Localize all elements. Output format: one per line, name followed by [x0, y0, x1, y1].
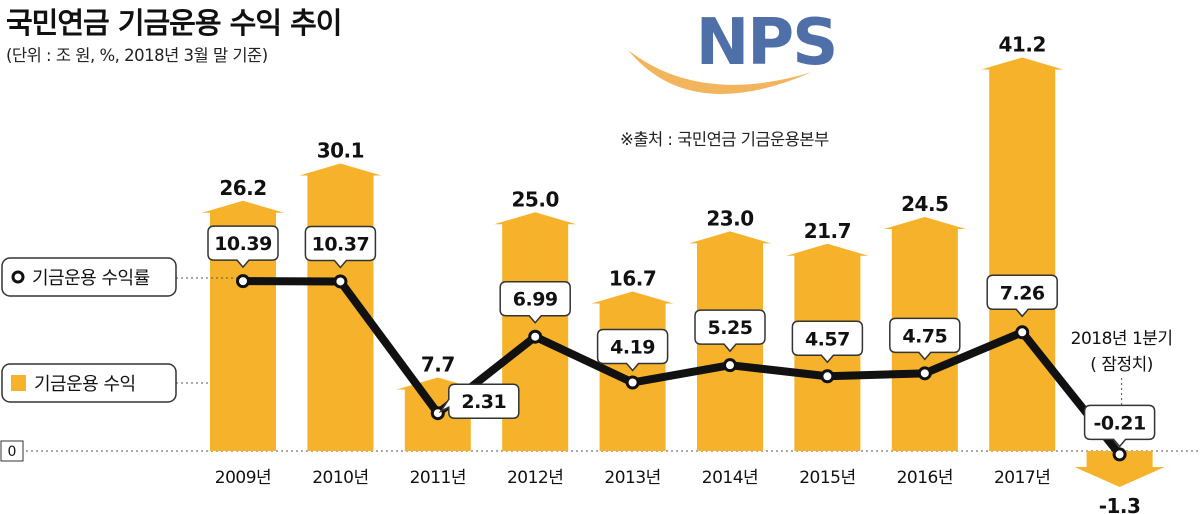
revenue-bar-label: 16.7 — [609, 267, 656, 291]
revenue-bar-label: -1.3 — [1099, 494, 1141, 514]
legend-bar-box — [1, 363, 177, 403]
rate-point — [528, 329, 543, 344]
revenue-bar-label: 7.7 — [421, 352, 455, 376]
rate-point — [723, 358, 737, 373]
rate-point — [333, 274, 348, 289]
zero-axis-marker: 0 — [0, 440, 24, 462]
revenue-bar-label: 23.0 — [706, 206, 753, 230]
legend-line-box — [1, 257, 177, 297]
rate-point — [1112, 447, 1127, 462]
category-label: 2012년 — [507, 468, 563, 488]
revenue-bar-label: 24.5 — [901, 192, 948, 216]
category-label: 2016년 — [897, 468, 953, 488]
rate-label: -0.21 — [1093, 412, 1145, 434]
rate-label: 4.57 — [805, 328, 850, 350]
rate-point — [917, 366, 932, 381]
chart-subtitle: (단위 : 조 원, %, 2018년 3월 말 기준) — [6, 46, 268, 65]
rate-point — [236, 274, 250, 289]
rate-label-box: 5.25 — [694, 309, 766, 353]
nps-logo: NPS — [628, 6, 838, 94]
rate-label: 10.39 — [214, 233, 272, 255]
revenue-bar — [299, 163, 382, 452]
revenue-bar — [1074, 451, 1165, 487]
revenue-bar-label: 30.1 — [317, 139, 364, 163]
rate-label: 4.75 — [902, 325, 947, 347]
rate-label-box: 4.57 — [791, 320, 864, 364]
zero-axis-label: 0 — [8, 444, 17, 460]
category-label: 2017년 — [994, 468, 1050, 488]
legend-line-label: 기금운용 수익률 — [32, 268, 150, 289]
nps-logo-text: NPS — [696, 6, 837, 80]
rate-label: 5.25 — [708, 317, 753, 339]
source-note: ※출처 : 국민연금 기금운용본부 — [620, 130, 829, 149]
rate-label-box: 6.99 — [499, 280, 571, 324]
rate-label: 4.19 — [610, 336, 655, 358]
rate-label-box: 2.31 — [438, 383, 520, 419]
rate-label-box: 4.19 — [596, 328, 669, 372]
category-label: 2015년 — [799, 468, 855, 488]
rate-label: 6.99 — [513, 289, 558, 311]
category-label: 2014년 — [702, 468, 758, 488]
rate-label-box: 10.39 — [207, 225, 279, 269]
nps-logo-swoosh — [628, 50, 812, 94]
legend-line-marker-icon — [11, 270, 25, 284]
legend: 기금운용 수익률 기금운용 수익 — [1, 257, 242, 403]
category-label: 2010년 — [312, 468, 368, 488]
chart-title: 국민연금 기금운용 수익 추이 — [6, 6, 342, 40]
rate-label-box: 10.37 — [304, 225, 377, 269]
rate-label: 7.26 — [1000, 282, 1045, 304]
revenue-bar — [981, 57, 1064, 451]
rate-line — [239, 277, 1124, 459]
rate-label-box: 4.75 — [889, 317, 961, 361]
category-label: 2013년 — [604, 468, 660, 488]
rate-label: 2.31 — [461, 391, 506, 413]
category-label: 2011년 — [410, 468, 466, 488]
revenue-bar — [202, 200, 284, 451]
revenue-bar-label: 25.0 — [512, 187, 559, 211]
category-label: 2009년 — [215, 468, 271, 488]
category-label: 2018년 1분기 — [1071, 329, 1173, 349]
legend-bar-swatch-icon — [11, 375, 26, 391]
rate-label-box: -0.21 — [1083, 404, 1156, 448]
legend-bar-label: 기금운용 수익 — [34, 374, 136, 395]
rate-label: 10.37 — [312, 233, 370, 255]
rate-point — [820, 369, 835, 384]
rate-point — [625, 375, 640, 390]
rate-point — [1015, 325, 1030, 340]
category-label-sub: ( 잠정치) — [1090, 355, 1153, 375]
rate-label-box: 7.26 — [986, 274, 1058, 318]
revenue-bar-label: 41.2 — [999, 33, 1046, 57]
revenue-bar-label: 26.2 — [219, 176, 266, 200]
revenue-bar-label: 21.7 — [804, 219, 851, 243]
